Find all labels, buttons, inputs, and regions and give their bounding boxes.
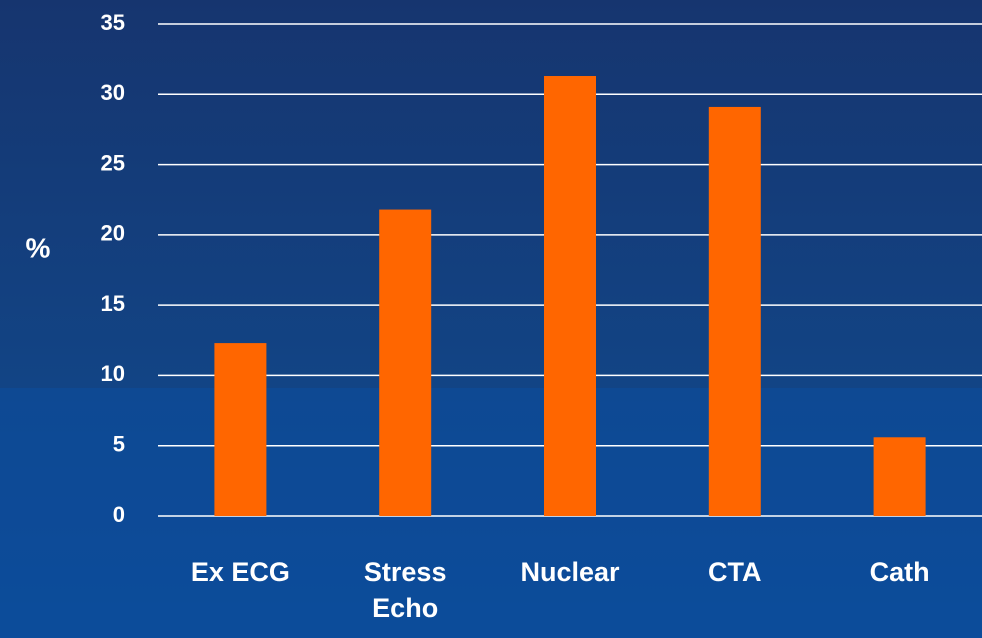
x-tick-label: Ex ECG <box>190 557 290 587</box>
y-tick-label: 5 <box>113 432 125 457</box>
y-tick-label: 35 <box>101 10 125 35</box>
y-tick-label: 25 <box>101 150 125 175</box>
y-tick-label: 30 <box>101 80 125 105</box>
x-tick-label: CTA <box>708 557 762 587</box>
bar <box>379 209 432 516</box>
x-tick-label: Stress Echo <box>363 557 447 623</box>
bar <box>214 343 267 516</box>
y-tick-label: 20 <box>101 221 125 246</box>
x-tick-label: Cath <box>869 557 930 587</box>
bar <box>708 106 761 517</box>
y-tick-label: 10 <box>101 361 125 386</box>
bar <box>544 76 596 517</box>
y-tick-label: 0 <box>113 502 125 527</box>
x-tick-label: Nuclear <box>520 557 620 587</box>
bar <box>873 437 926 516</box>
y-axis-label: % <box>26 232 51 263</box>
y-tick-label: 15 <box>101 291 125 316</box>
background-band <box>0 388 982 638</box>
